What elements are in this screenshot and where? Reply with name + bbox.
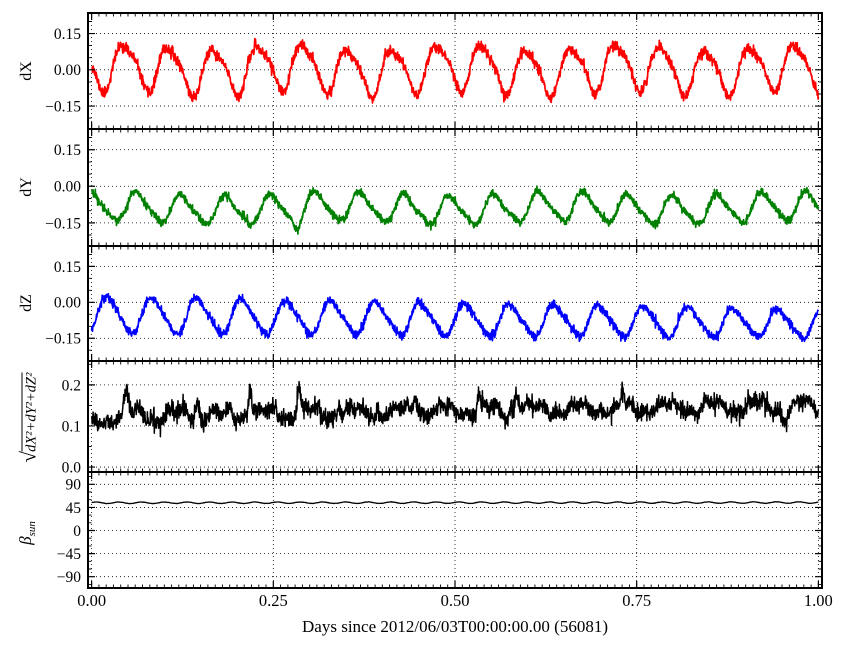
minor-ticks — [88, 246, 822, 361]
subplot-√dX²+dY²+dZ²: 0.2 0.1 0.0 — [62, 360, 823, 476]
y-tick-label: 0.15 — [54, 26, 81, 43]
minor-ticks — [88, 13, 822, 129]
minor-ticks — [88, 361, 822, 472]
subplot-βsun: 90 45 0 −45 −90 0.00 0.25 0.50 0.75 1.00 — [57, 471, 833, 610]
beta-subscript: sun — [26, 521, 38, 537]
magnitude-expression: dX²+dY²+dZ² — [21, 372, 41, 452]
y-tick-label: −0.15 — [45, 215, 81, 232]
minor-ticks — [88, 472, 822, 588]
y-tick-label: 0.00 — [54, 179, 81, 196]
y-tick-label: −0.15 — [45, 98, 81, 115]
x-tick-label: 1.00 — [804, 591, 833, 610]
y-tick-label: 0 — [73, 523, 81, 540]
y-tick-label: −90 — [57, 569, 81, 586]
ylabel-dx: dX — [18, 61, 35, 81]
y-tick-label: −0.15 — [45, 331, 81, 348]
gridlines — [88, 472, 822, 588]
y-tick-label: 0.15 — [54, 259, 81, 276]
y-tick-label: 0.2 — [62, 377, 81, 394]
x-tick-label: 0.50 — [441, 591, 470, 610]
y-tick-label: 0.1 — [62, 418, 81, 435]
gridlines — [88, 246, 822, 361]
radical-sign-glyph: √ — [16, 450, 41, 463]
ylabel-dy: dY — [18, 177, 35, 197]
minor-ticks — [88, 129, 822, 246]
ylabel-dz: dZ — [18, 294, 35, 312]
gridlines — [88, 361, 822, 472]
subplot-dX: 0.15 0.00 −0.15 — [45, 12, 823, 130]
subplot-border — [87, 245, 823, 362]
y-tick-label: 90 — [66, 477, 82, 494]
subplot-dZ: 0.15 0.00 −0.15 — [45, 245, 823, 362]
y-tick-label: 0.0 — [62, 459, 82, 476]
beta-glyph: β — [16, 536, 35, 545]
y-tick-label: 45 — [66, 500, 82, 517]
x-tick-label: 0.25 — [259, 591, 288, 610]
gridlines — [88, 129, 822, 246]
major-ticks — [88, 129, 822, 246]
y-tick-label: 0.15 — [54, 142, 81, 159]
y-tick-label: 0.00 — [54, 62, 81, 79]
gridlines — [88, 13, 822, 129]
subplot-border — [87, 12, 823, 130]
major-ticks — [88, 472, 822, 588]
major-ticks — [88, 13, 822, 129]
subplot-border — [87, 128, 823, 247]
major-ticks — [88, 361, 822, 472]
data-line-dY — [90, 185, 820, 235]
x-axis-label: Days since 2012/06/03T00:00:00.00 (56081… — [302, 617, 608, 636]
data-line-βsun — [91, 501, 819, 505]
major-ticks — [88, 246, 822, 361]
x-tick-label: 0.00 — [77, 591, 106, 610]
data-line-dZ — [90, 292, 819, 343]
subplot-dY: 0.15 0.00 −0.15 — [45, 128, 823, 247]
x-tick-label: 0.75 — [622, 591, 651, 610]
ylabel-beta-sun: βsun — [16, 503, 42, 563]
subplot-border — [87, 471, 823, 589]
data-line-dX — [91, 37, 820, 104]
data-line-√dX²+dY²+dZ² — [90, 380, 820, 438]
ylabel-magnitude: √dX²+dY²+dZ² — [16, 333, 42, 503]
y-tick-label: 0.00 — [54, 295, 81, 312]
y-tick-label: −45 — [57, 546, 81, 563]
